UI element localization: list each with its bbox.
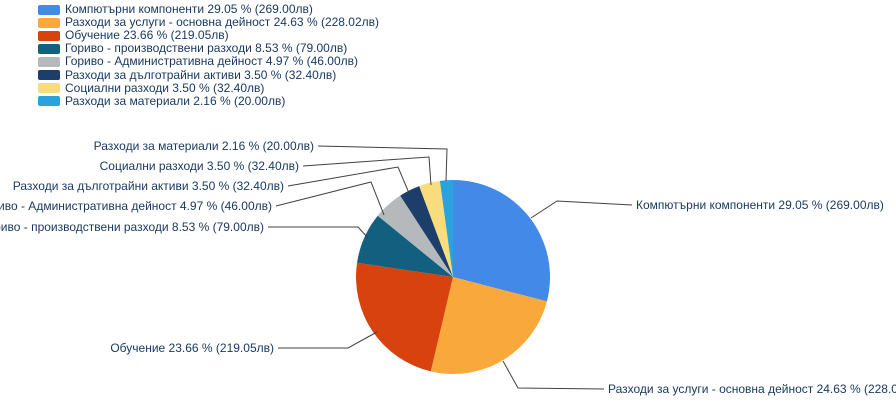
callout-label-4: Гориво - Административна дейност 4.97 % … [0, 199, 272, 213]
callout-label-3: Гориво - производствени разходи 8.53 % (… [0, 220, 264, 234]
legend-label: Обучение 23.66 % (219.05лв) [65, 28, 229, 43]
callout-line-1 [502, 360, 605, 390]
legend-swatch [38, 4, 60, 15]
legend-label: Разходи за дълготрайни активи 3.50 % (32… [65, 67, 337, 82]
legend-label: Социални разходи 3.50 % (32.40лв) [65, 80, 265, 95]
chart-legend: Компютърни компоненти 29.05 % (269.00лв)… [38, 3, 379, 108]
legend-swatch [38, 70, 60, 81]
pie-slice-1[interactable] [430, 277, 547, 375]
callout-label-6: Социални разходи 3.50 % (32.40лв) [100, 159, 299, 173]
callout-line-3 [268, 226, 369, 239]
callout-label-7: Разходи за материали 2.16 % (20.00лв) [94, 139, 314, 153]
callout-label-5: Разходи за дълготрайни активи 3.50 % (32… [13, 179, 284, 193]
callout-line-4 [275, 181, 385, 216]
callout-label-1: Разходи за услуги - основна дейност 24.6… [608, 382, 896, 396]
legend-label: Гориво - Административна дейност 4.97 % … [65, 54, 359, 69]
legend-swatch [38, 83, 60, 94]
legend-item-3[interactable]: Гориво - производствени разходи 8.53 % (… [38, 42, 379, 55]
pie-slice-7[interactable] [439, 180, 453, 277]
callout-line-5 [287, 166, 410, 194]
legend-label: Компютърни компоненти 29.05 % (269.00лв) [65, 2, 313, 17]
callout-line-6 [302, 156, 432, 186]
legend-item-5[interactable]: Разходи за дълготрайни активи 3.50 % (32… [38, 68, 379, 81]
pie-slice-0[interactable] [453, 180, 551, 302]
legend-swatch [38, 56, 60, 67]
legend-swatch [38, 30, 60, 41]
pie-slice-5[interactable] [400, 186, 453, 277]
legend-label: Разходи за материали 2.16 % (20.00лв) [65, 93, 286, 108]
callout-label-0: Компютърни компоненти 29.05 % (269.00лв) [636, 198, 884, 212]
legend-item-2[interactable]: Обучение 23.66 % (219.05лв) [38, 29, 379, 42]
legend-swatch [38, 17, 60, 28]
pie-slice-6[interactable] [419, 180, 453, 277]
legend-label: Гориво - производствени разходи 8.53 % (… [65, 41, 348, 56]
legend-item-0[interactable]: Компютърни компоненти 29.05 % (269.00лв) [38, 3, 379, 16]
legend-item-4[interactable]: Гориво - Административна дейност 4.97 % … [38, 55, 379, 68]
callout-line-0 [530, 200, 633, 219]
callout-line-7 [317, 145, 448, 182]
callout-line-2 [278, 331, 378, 349]
legend-item-1[interactable]: Разходи за услуги - основна дейност 24.6… [38, 16, 379, 29]
pie-slice-2[interactable] [356, 262, 453, 372]
pie-slice-3[interactable] [357, 215, 453, 277]
legend-item-6[interactable]: Социални разходи 3.50 % (32.40лв) [38, 80, 379, 95]
legend-label: Разходи за услуги - основна дейност 24.6… [65, 15, 380, 30]
legend-swatch [38, 96, 60, 107]
pie-slice-4[interactable] [377, 195, 453, 277]
legend-swatch [38, 43, 60, 54]
legend-item-7[interactable]: Разходи за материали 2.16 % (20.00лв) [38, 93, 379, 108]
callout-label-2: Обучение 23.66 % (219.05лв) [110, 341, 274, 355]
